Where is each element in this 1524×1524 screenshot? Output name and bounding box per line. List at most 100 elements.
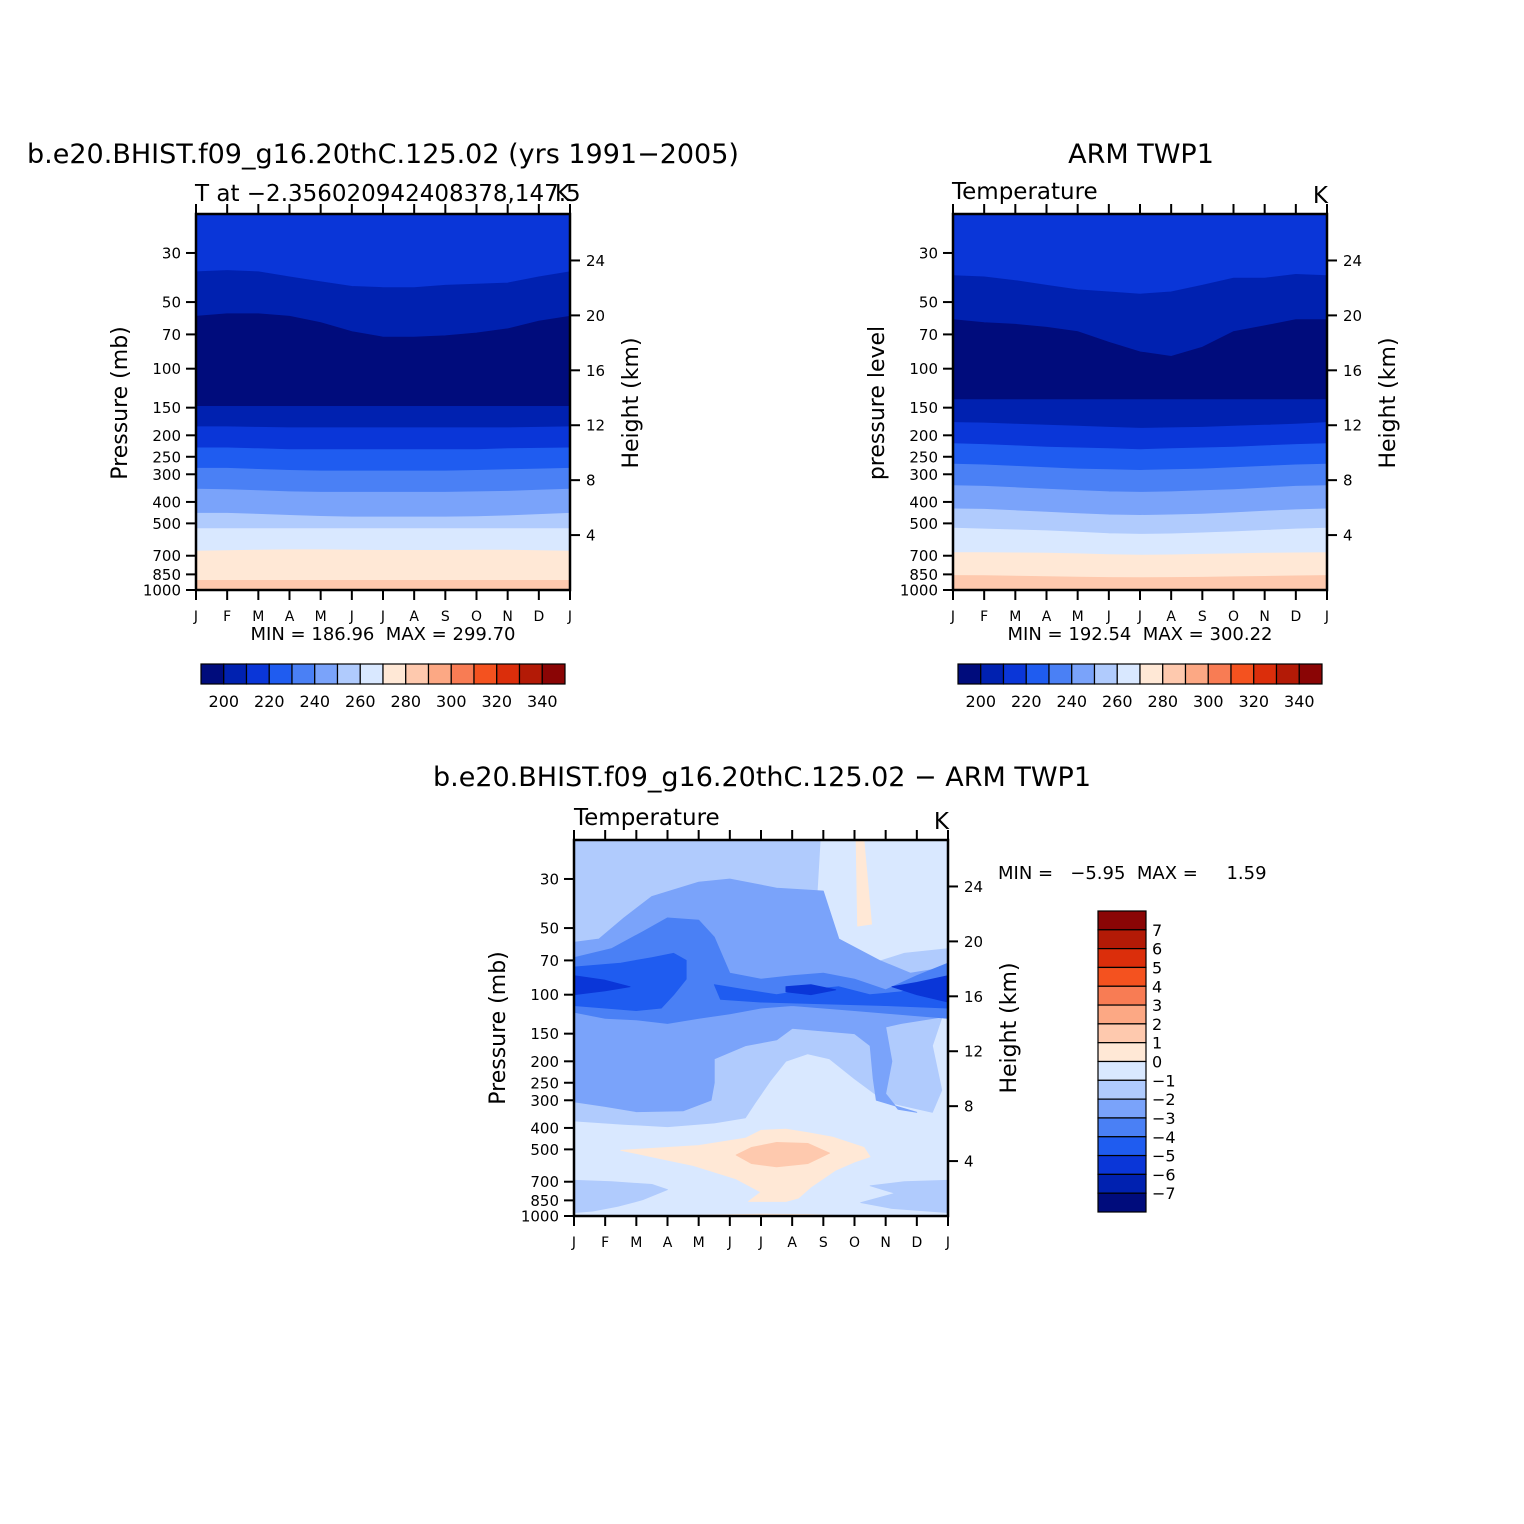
y-tick-label: 200 (530, 1053, 559, 1071)
x-tick-label: O (849, 1235, 860, 1251)
x-tick-label: J (727, 1235, 732, 1251)
y-tick-label: 50 (919, 294, 938, 312)
x-tick-label: F (223, 609, 231, 625)
panel-subtitle-left: Temperature (951, 179, 1098, 205)
colorbar-swatch (1097, 966, 1147, 987)
colorbar-tick-label: 300 (436, 692, 467, 711)
colorbar-tick-label: 200 (209, 692, 240, 711)
contour-region (860, 1179, 948, 1213)
panel-subtitle-left: Temperature (573, 805, 720, 831)
colorbar-tick-label: −5 (1152, 1147, 1176, 1166)
y-tick-label: 1000 (521, 1208, 559, 1226)
y-tick-label: 400 (909, 493, 938, 511)
y-right-tick-label: 16 (964, 988, 983, 1006)
colorbar-tick-label: 220 (254, 692, 285, 711)
x-tick-label: M (693, 1235, 705, 1251)
colorbar-tick-label: 1 (1152, 1034, 1162, 1053)
x-tick-label: M (1072, 609, 1084, 625)
x-tick-label: A (787, 1235, 797, 1251)
x-tick-label: D (1290, 609, 1301, 625)
panel-title: b.e20.BHIST.f09_g16.20thC.125.02 − ARM T… (433, 762, 1091, 793)
contour-field (574, 840, 948, 1216)
y-tick-label: 700 (152, 547, 181, 565)
y-axis-label: Pressure (mb) (486, 951, 511, 1105)
y-right-tick-label: 24 (964, 878, 983, 896)
contour-band (196, 488, 570, 518)
colorbar-swatch (1071, 663, 1096, 685)
colorbar-tick-label: 5 (1152, 958, 1162, 977)
panel-subtitle-left: T at −2.356020942408378,147.5 (194, 181, 581, 207)
y-tick-label: 1000 (143, 582, 181, 600)
colorbar-tick-label: 260 (345, 692, 376, 711)
colorbar-swatch (200, 663, 225, 685)
x-tick-label: S (1198, 609, 1207, 625)
colorbar-tick-label: 320 (482, 692, 513, 711)
colorbar-tick-label: −1 (1152, 1071, 1176, 1090)
colorbar-tick-label: −6 (1152, 1165, 1176, 1184)
y-tick-label: 250 (909, 448, 938, 466)
panel-subtitle-right: K (934, 809, 950, 835)
x-tick-label: N (880, 1235, 890, 1251)
y-tick-label: 100 (909, 360, 938, 378)
contour-region (574, 952, 687, 1011)
panel-title: ARM TWP1 (1068, 139, 1214, 170)
colorbar-tick-label: 2 (1152, 1015, 1162, 1034)
x-tick-label: F (601, 1235, 609, 1251)
colorbar-tick-label: 260 (1102, 692, 1133, 711)
colorbar-swatch (1207, 663, 1232, 685)
y-tick-label: 300 (152, 466, 181, 484)
y-tick-label: 150 (909, 399, 938, 417)
y-tick-label: 30 (919, 244, 938, 262)
colorbar-tick-label: 320 (1239, 692, 1270, 711)
contour-band (196, 528, 570, 552)
y-tick-label: 100 (152, 360, 181, 378)
colorbar-swatch (382, 663, 407, 685)
colorbar-swatch (1162, 663, 1187, 685)
y-tick-label: 150 (152, 399, 181, 417)
y-tick-label: 70 (540, 952, 559, 970)
contour-region (891, 975, 948, 1003)
x-tick-label: A (285, 609, 295, 625)
colorbar-swatch (1230, 663, 1255, 685)
colorbar-swatch (268, 663, 293, 685)
y-right-tick-label: 20 (964, 933, 983, 951)
y-tick-label: 50 (540, 920, 559, 938)
x-tick-label: S (819, 1235, 828, 1251)
y-tick-label: 100 (530, 986, 559, 1004)
colorbar-swatch (473, 663, 498, 685)
y-right-tick-label: 4 (1343, 527, 1353, 545)
contour-field (953, 214, 1327, 590)
y-tick-label: 50 (162, 294, 181, 312)
y-tick-label: 150 (530, 1025, 559, 1043)
y-right-tick-label: 8 (1343, 472, 1353, 490)
x-tick-label: M (1009, 609, 1021, 625)
colorbar-swatch (1097, 1042, 1147, 1063)
y-tick-label: 300 (530, 1092, 559, 1110)
colorbar-tick-label: 0 (1152, 1053, 1162, 1072)
x-tick-label: O (1228, 609, 1239, 625)
contour-band (953, 552, 1327, 579)
contour-region (574, 1179, 668, 1213)
colorbar-swatch (291, 663, 316, 685)
contour-band (196, 467, 570, 493)
y-axis-right-label: Height (km) (1376, 337, 1401, 468)
colorbar-swatch (1116, 663, 1141, 685)
contour-region (574, 975, 631, 996)
colorbar-swatch (1097, 1136, 1147, 1157)
y-tick-label: 1000 (900, 582, 938, 600)
colorbar-swatch (496, 663, 521, 685)
y-right-tick-label: 16 (1343, 362, 1362, 380)
colorbar-tick-label: −2 (1152, 1090, 1176, 1109)
x-tick-label: S (441, 609, 450, 625)
y-tick-label: 200 (909, 427, 938, 445)
y-axis-right-label: Height (km) (619, 337, 644, 468)
colorbar-swatch (450, 663, 475, 685)
colorbar-tick-label: 3 (1152, 996, 1162, 1015)
contour-field (196, 214, 570, 590)
x-tick-label: J (571, 1235, 576, 1251)
panel-title: b.e20.BHIST.f09_g16.20thC.125.02 (yrs 19… (27, 139, 739, 170)
model-temperature-panel: b.e20.BHIST.f09_g16.20thC.125.02 (yrs 19… (27, 139, 739, 711)
